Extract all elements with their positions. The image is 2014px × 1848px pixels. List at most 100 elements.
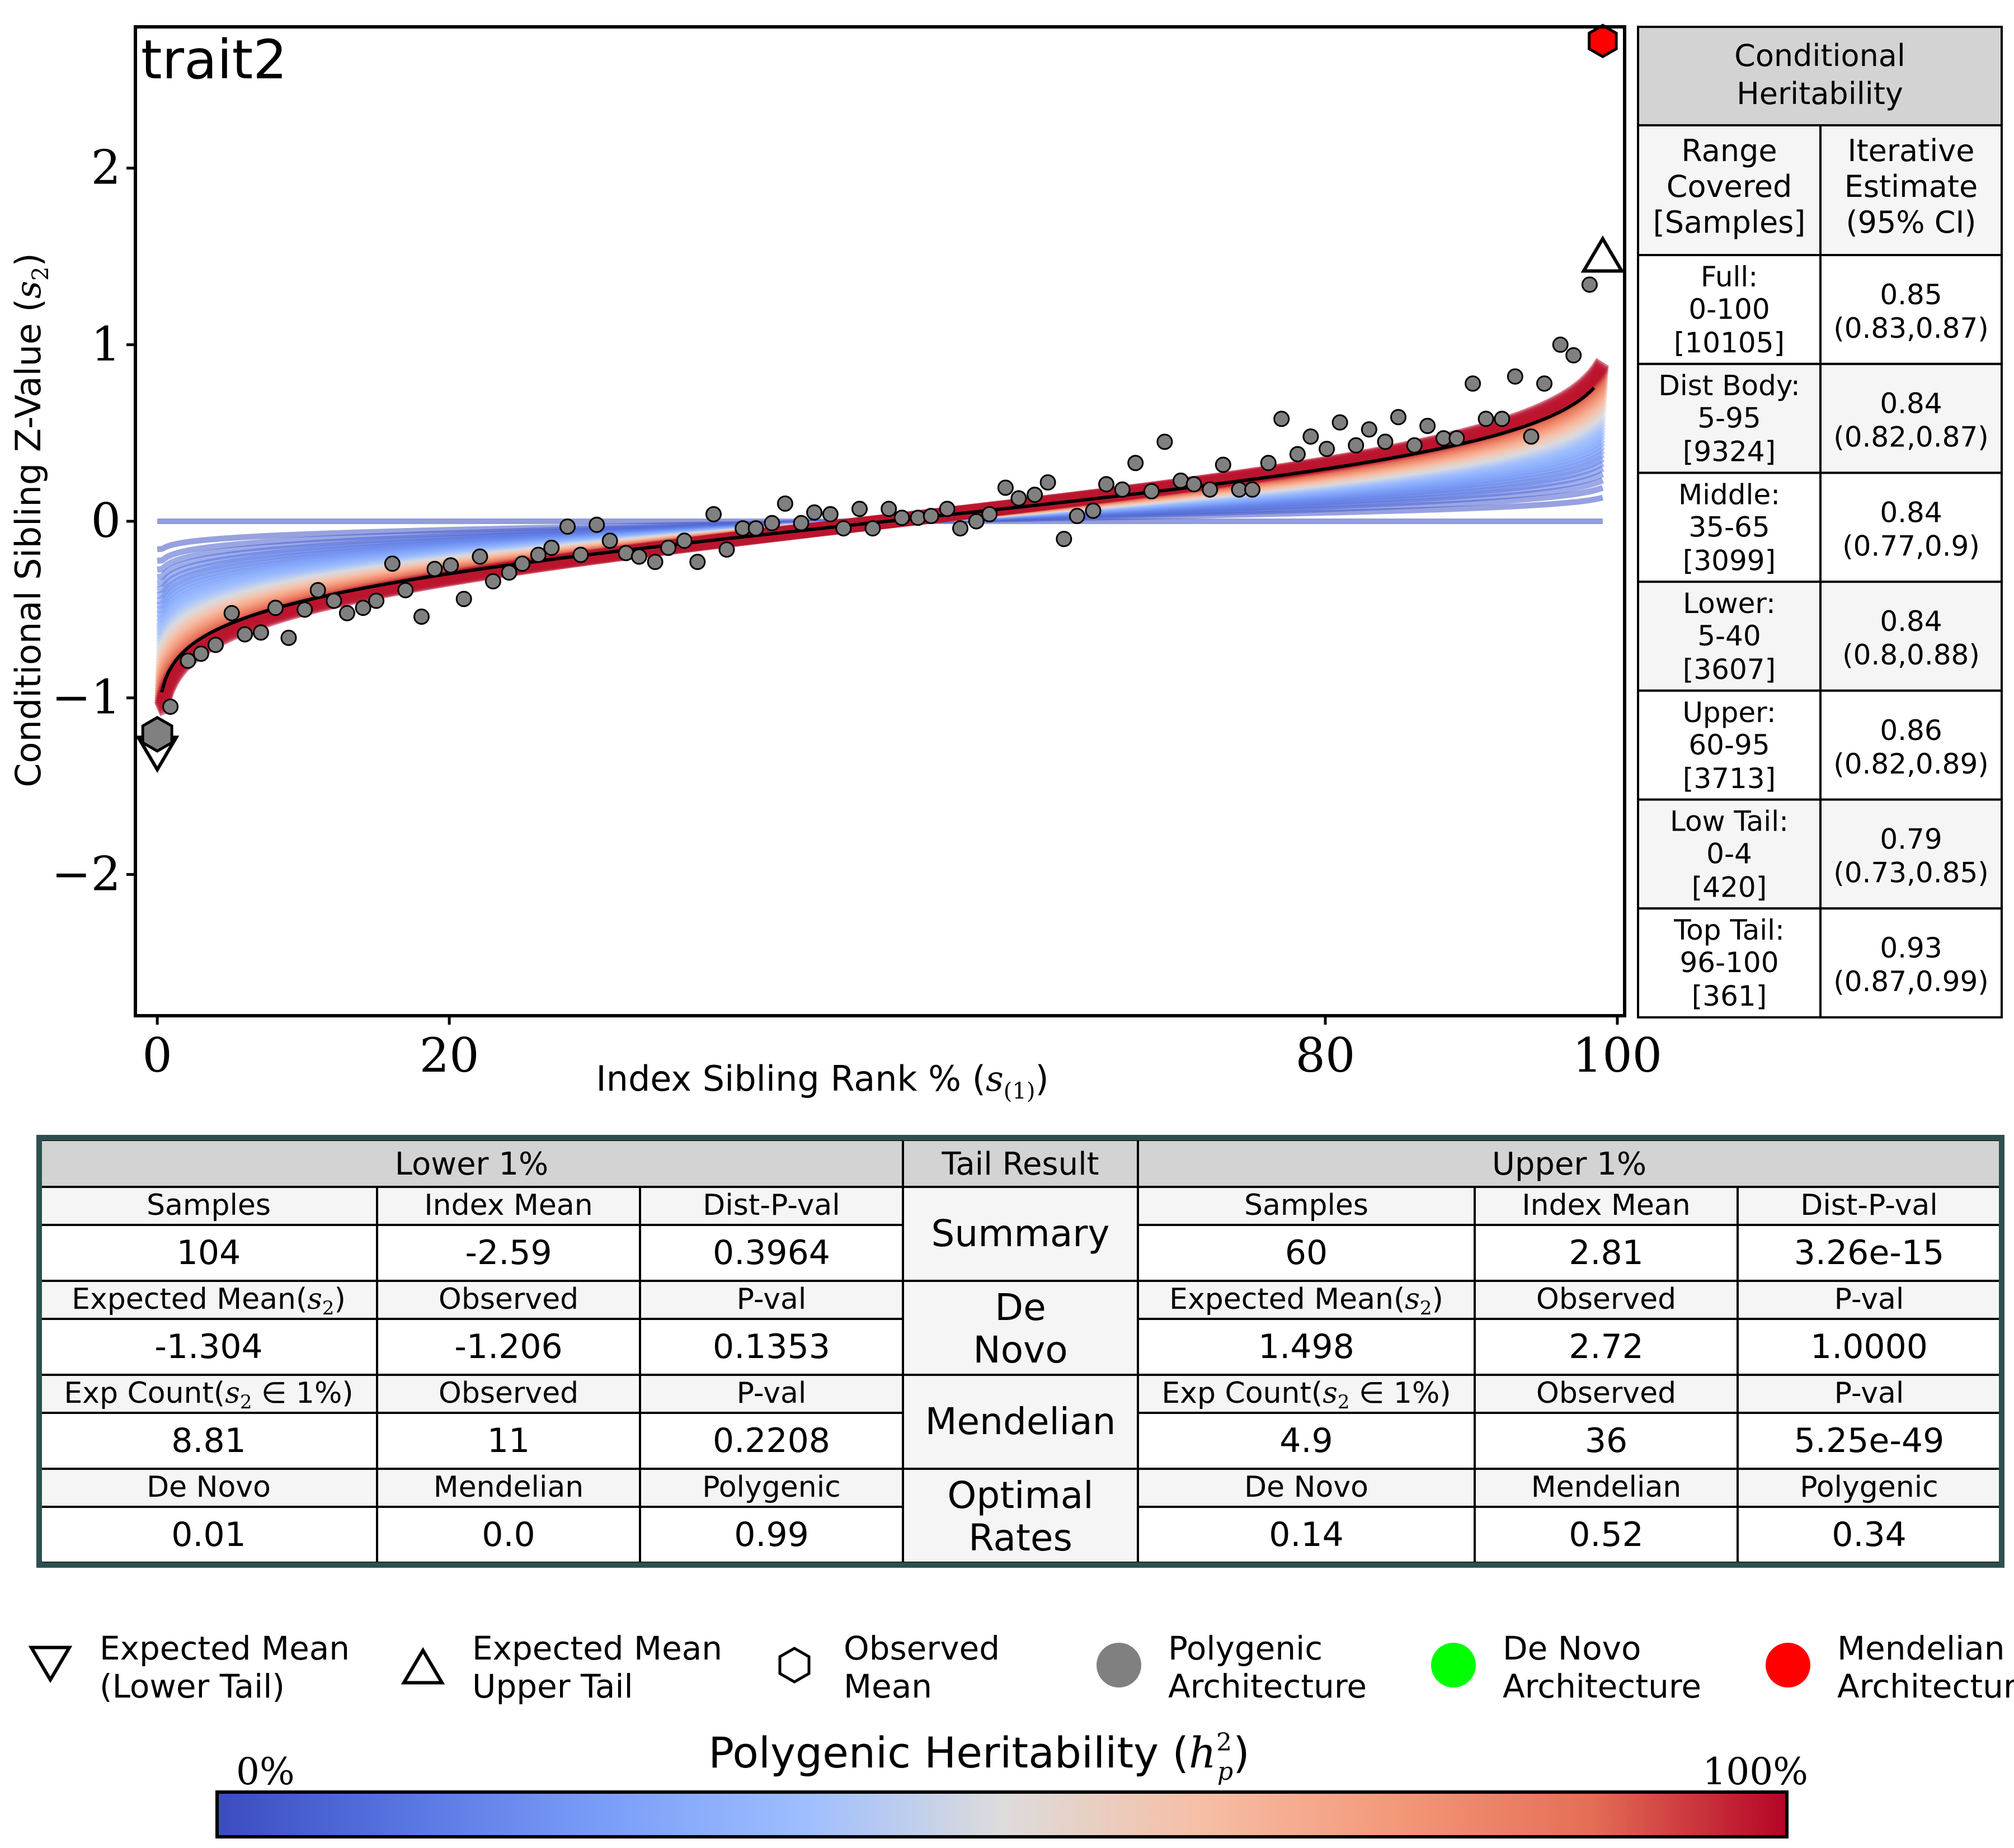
legend-label: Architecture bbox=[1168, 1667, 1367, 1705]
data-point bbox=[1143, 483, 1160, 499]
scatter-chart: trait2 0 20 80 100 2 1 0 −1 −2 Index Sibling Ra… bbox=[8, 23, 1662, 1104]
cond-estimate: 0.84 bbox=[1880, 388, 1942, 420]
cond-estimate: 0.84 bbox=[1880, 496, 1942, 529]
upper-tail-value: 5.25e-49 bbox=[1794, 1421, 1945, 1460]
cond-estimate: 0.86 bbox=[1880, 714, 1942, 747]
lower-tail-value: -1.304 bbox=[154, 1327, 262, 1366]
tail-col-header: Index Mean bbox=[424, 1189, 592, 1222]
tail-markers bbox=[135, 23, 1625, 773]
cond-range-label: Lower: bbox=[1683, 587, 1776, 620]
data-point bbox=[1581, 276, 1598, 293]
data-point bbox=[1289, 446, 1306, 463]
cond-table-col-header: Covered bbox=[1667, 169, 1792, 204]
cond-table-col-header: Range bbox=[1681, 133, 1777, 168]
tail-col-header: Index Mean bbox=[1522, 1189, 1690, 1222]
tail-result-label: Novo bbox=[973, 1328, 1067, 1371]
data-point bbox=[981, 506, 998, 522]
cond-estimate: 0.93 bbox=[1880, 932, 1942, 964]
cond-range-value: 0-4 bbox=[1706, 838, 1752, 870]
data-point bbox=[939, 501, 956, 517]
data-point bbox=[180, 652, 196, 669]
data-point bbox=[1507, 368, 1523, 385]
data-point bbox=[1027, 487, 1043, 503]
data-point bbox=[952, 520, 968, 537]
x-tick-label: 20 bbox=[420, 1028, 479, 1083]
data-point bbox=[338, 605, 355, 621]
colorbar-title: Polygenic Heritability (h2 p) bbox=[708, 1728, 1250, 1786]
tail-col-header: P-val bbox=[737, 1376, 807, 1410]
cond-range-value: 0-100 bbox=[1688, 293, 1770, 326]
cond-ci: (0.82,0.87) bbox=[1833, 421, 1989, 454]
upper-tail-value: 2.81 bbox=[1569, 1233, 1644, 1272]
tail-value-cell bbox=[1474, 1412, 1739, 1470]
lower-tail-value: 8.81 bbox=[171, 1421, 246, 1460]
cond-range-label: Dist Body: bbox=[1658, 370, 1800, 402]
cond-table-title: Heritability bbox=[1737, 76, 1903, 111]
lower-tail-value: 0.99 bbox=[734, 1515, 809, 1554]
tail-result-label: Mendelian bbox=[925, 1400, 1116, 1443]
data-point bbox=[1331, 414, 1348, 431]
data-point bbox=[1273, 411, 1290, 427]
legend-label: Architecture bbox=[1837, 1667, 2014, 1705]
legend-triangle-down-icon bbox=[28, 1646, 73, 1684]
data-point bbox=[764, 515, 780, 531]
cond-table-cell bbox=[1819, 907, 2003, 1019]
data-point bbox=[501, 564, 517, 581]
legend-label: Architecture bbox=[1503, 1667, 1701, 1705]
legend-label: Mean bbox=[844, 1667, 932, 1705]
cond-range-value: 96-100 bbox=[1679, 946, 1778, 979]
lower-tail-value: -2.59 bbox=[465, 1233, 552, 1272]
data-point bbox=[1244, 481, 1260, 498]
data-point bbox=[1494, 411, 1510, 427]
data-point bbox=[484, 573, 501, 590]
upper-tail-value: 0.52 bbox=[1569, 1515, 1644, 1554]
data-point bbox=[559, 518, 576, 535]
legend-label: Upper Tail bbox=[472, 1667, 633, 1705]
data-point bbox=[1552, 336, 1569, 353]
data-point bbox=[297, 601, 313, 618]
data-point bbox=[208, 637, 224, 653]
data-point bbox=[864, 520, 881, 537]
y-axis-label: Conditional Sibling Z-Value (s2) bbox=[8, 253, 54, 787]
tail-value-cell bbox=[1474, 1506, 1739, 1564]
data-point bbox=[822, 506, 839, 522]
tail-col-header: Exp Count(s2 ∈ 1%) bbox=[1161, 1376, 1451, 1413]
lower-tail-value: 0.3964 bbox=[713, 1233, 830, 1272]
tail-table-frame bbox=[36, 1135, 2004, 1568]
data-point bbox=[1448, 430, 1465, 447]
data-point bbox=[1215, 456, 1231, 473]
observed-mean-marker bbox=[141, 715, 173, 753]
data-point bbox=[1302, 428, 1319, 445]
tail-subheader-cell bbox=[639, 1374, 904, 1414]
cond-ci: (0.77,0.9) bbox=[1842, 530, 1980, 562]
data-point bbox=[601, 532, 618, 549]
data-point bbox=[968, 513, 985, 530]
data-point bbox=[851, 501, 868, 517]
tail-subheader-cell bbox=[1737, 1280, 2002, 1320]
y-tick-label: 1 bbox=[91, 317, 121, 371]
data-point bbox=[1156, 433, 1173, 450]
tail-result-cell bbox=[902, 1186, 1139, 1282]
data-point bbox=[1565, 347, 1582, 364]
legend-label: Expected Mean bbox=[100, 1629, 350, 1667]
legend-label: Mendelian bbox=[1837, 1629, 2005, 1667]
data-point bbox=[530, 546, 547, 563]
data-point bbox=[1260, 455, 1277, 472]
tail-col-header: De Novo bbox=[1244, 1470, 1368, 1504]
tail-col-header: Observed bbox=[1536, 1283, 1676, 1316]
colorbar-gradient bbox=[215, 1790, 1789, 1838]
tail-subheader-cell bbox=[639, 1468, 904, 1508]
data-point bbox=[835, 520, 852, 537]
x-axis-ticks: 0 20 80 100 bbox=[142, 1016, 1662, 1083]
data-point bbox=[1319, 441, 1335, 458]
tail-value-cell bbox=[639, 1412, 904, 1470]
cond-range-samples: [9324] bbox=[1683, 436, 1776, 468]
tail-result-label: Summary bbox=[931, 1212, 1110, 1255]
cond-table-cell bbox=[1637, 472, 1822, 583]
tail-col-header: Polygenic bbox=[702, 1470, 841, 1504]
colorbar: Polygenic Heritability (h2 p) 0% 100% bbox=[215, 1728, 1808, 1838]
data-point bbox=[355, 600, 371, 616]
data-point bbox=[426, 560, 443, 577]
legend-label: (Lower Tail) bbox=[100, 1667, 285, 1705]
